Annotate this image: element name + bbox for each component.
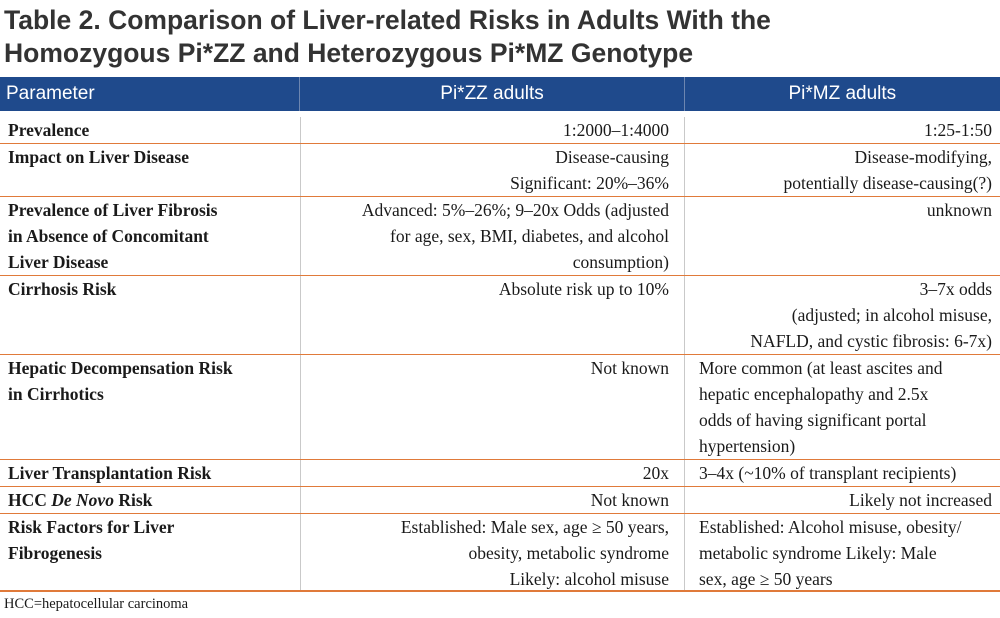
table-row: HCC De Novo Risk Not known Likely not in…: [0, 487, 1000, 514]
header-pimz-adults: Pi*MZ adults: [683, 77, 1000, 111]
parameter-cell: HCC De Novo Risk: [0, 487, 300, 513]
table-row: Hepatic Decompensation Risk in Cirrhotic…: [0, 355, 1000, 460]
footnote: HCC=hepatocellular carcinoma: [4, 596, 189, 612]
pizz-cell: Not known: [300, 355, 684, 459]
table-row: Prevalence of Liver Fibrosis in Absence …: [0, 197, 1000, 276]
pizz-text: for age, sex, BMI, diabetes, and alcohol: [390, 226, 669, 246]
pimz-text: metabolic syndrome Likely: Male: [699, 543, 937, 563]
parameter-text-prefix: HCC: [8, 490, 52, 510]
parameter-text: HCC De Novo Risk: [8, 487, 294, 513]
parameter-text: Cirrhosis Risk: [8, 279, 117, 299]
pizz-text: Not known: [590, 358, 669, 378]
table-title-line-2: Homozygous Pi*ZZ and Heterozygous Pi*MZ …: [4, 38, 694, 68]
pimz-text: odds of having significant portal: [699, 410, 927, 430]
table-row: Risk Factors for Liver Fibrogenesis Esta…: [0, 514, 1000, 592]
pimz-text: More common (at least ascites and: [699, 358, 943, 378]
pimz-cell: Established: Alcohol misuse, obesity/ me…: [684, 514, 1000, 592]
parameter-cell: Hepatic Decompensation Risk in Cirrhotic…: [0, 355, 300, 459]
table-row: Impact on Liver Disease Disease-causing …: [0, 144, 1000, 197]
parameter-text: Liver Disease: [8, 252, 109, 272]
pizz-text: obesity, metabolic syndrome: [468, 543, 669, 563]
table-row: Liver Transplantation Risk 20x 3–4x (~10…: [0, 460, 1000, 487]
pimz-cell: More common (at least ascites and hepati…: [684, 355, 1000, 459]
pizz-text: Advanced: 5%–26%; 9–20x Odds (adjusted: [361, 200, 669, 220]
parameter-cell: Risk Factors for Liver Fibrogenesis: [0, 514, 300, 592]
table-row: Cirrhosis Risk Absolute risk up to 10% 3…: [0, 276, 1000, 355]
pimz-text: NAFLD, and cystic fibrosis: 6-7x): [750, 331, 992, 351]
pizz-text: Disease-causing: [555, 147, 669, 167]
pimz-text: Disease-modifying,: [854, 147, 992, 167]
pimz-text: 1:25-1:50: [923, 120, 992, 140]
table-row: Prevalence 1:2000–1:4000 1:25-1:50: [0, 117, 1000, 144]
table-title: Table 2. Comparison of Liver-related Ris…: [4, 4, 994, 70]
parameter-cell: Cirrhosis Risk: [0, 276, 300, 354]
pimz-cell: Likely not increased: [684, 487, 1000, 513]
table-bottom-rule: [0, 590, 1000, 592]
pizz-text: consumption): [572, 252, 669, 272]
pizz-text: Established: Male sex, age ≥ 50 years,: [400, 517, 669, 537]
pizz-cell: 20x: [300, 460, 684, 486]
parameter-text: Liver Transplantation Risk: [8, 463, 212, 483]
pimz-text: unknown: [926, 200, 992, 220]
comparison-table: Parameter Pi*ZZ adults Pi*MZ adults Prev…: [0, 77, 1000, 592]
pimz-text: 3–7x odds: [919, 279, 992, 299]
pizz-text: Not known: [590, 490, 669, 510]
table-title-line-1: Table 2. Comparison of Liver-related Ris…: [4, 5, 771, 35]
pimz-text: Established: Alcohol misuse, obesity/: [699, 517, 962, 537]
pimz-text: sex, age ≥ 50 years: [699, 569, 833, 589]
pizz-cell: Advanced: 5%–26%; 9–20x Odds (adjusted f…: [300, 197, 684, 275]
parameter-cell: Prevalence: [0, 117, 300, 143]
table-header-row: Parameter Pi*ZZ adults Pi*MZ adults: [0, 77, 1000, 111]
parameter-text: Prevalence of Liver Fibrosis: [8, 200, 218, 220]
pizz-cell: Disease-causing Significant: 20%–36%: [300, 144, 684, 196]
parameter-cell: Liver Transplantation Risk: [0, 460, 300, 486]
pizz-text: 1:2000–1:4000: [563, 120, 669, 140]
pimz-cell: 1:25-1:50: [684, 117, 1000, 143]
pizz-cell: Established: Male sex, age ≥ 50 years, o…: [300, 514, 684, 592]
parameter-text-italic: De Novo: [51, 490, 114, 510]
pizz-text: Significant: 20%–36%: [510, 173, 669, 193]
header-pizz-adults: Pi*ZZ adults: [299, 77, 683, 111]
parameter-text: in Absence of Concomitant: [8, 226, 209, 246]
pimz-text: hepatic encephalopathy and 2.5x: [699, 384, 929, 404]
header-parameter: Parameter: [6, 83, 95, 104]
pimz-text: Likely not increased: [849, 490, 992, 510]
pizz-cell: Not known: [300, 487, 684, 513]
pimz-cell: unknown: [684, 197, 1000, 275]
parameter-text: Fibrogenesis: [8, 543, 102, 563]
parameter-text: Risk Factors for Liver: [8, 517, 175, 537]
pizz-text: Likely: alcohol misuse: [509, 569, 669, 589]
parameter-text: in Cirrhotics: [8, 384, 104, 404]
pimz-text: 3–4x (~10% of transplant recipients): [699, 463, 957, 483]
parameter-cell: Prevalence of Liver Fibrosis in Absence …: [0, 197, 300, 275]
pizz-cell: Absolute risk up to 10%: [300, 276, 684, 354]
pizz-text: Absolute risk up to 10%: [498, 279, 669, 299]
pimz-text: hypertension): [699, 436, 796, 456]
parameter-text: Impact on Liver Disease: [8, 147, 189, 167]
pizz-cell: 1:2000–1:4000: [300, 117, 684, 143]
parameter-text: Prevalence: [8, 120, 90, 140]
parameter-text-suffix: Risk: [113, 490, 153, 510]
pimz-text: potentially disease-causing(?): [783, 173, 992, 193]
pizz-text: 20x: [642, 463, 669, 483]
pimz-cell: 3–7x odds (adjusted; in alcohol misuse, …: [684, 276, 1000, 354]
parameter-text: Hepatic Decompensation Risk: [8, 358, 233, 378]
parameter-cell: Impact on Liver Disease: [0, 144, 300, 196]
pimz-cell: Disease-modifying, potentially disease-c…: [684, 144, 1000, 196]
pimz-cell: 3–4x (~10% of transplant recipients): [684, 460, 1000, 486]
pimz-text: (adjusted; in alcohol misuse,: [791, 305, 992, 325]
